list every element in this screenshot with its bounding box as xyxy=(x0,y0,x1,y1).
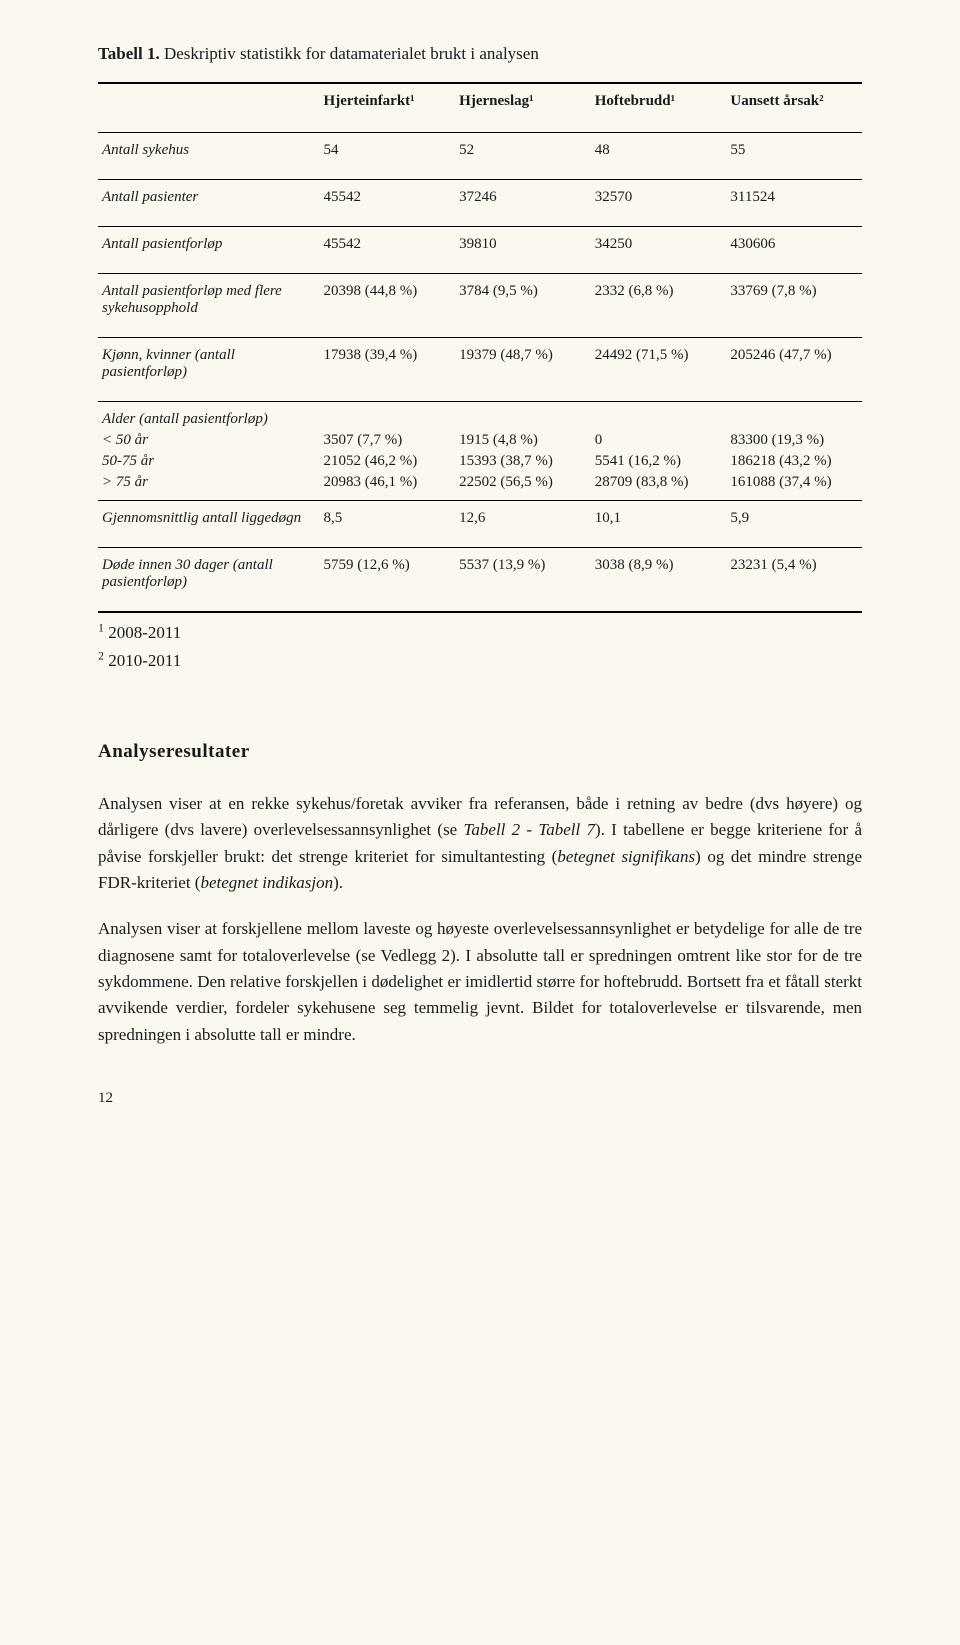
table-row: Kjønn, kvinner (antall pasientforløp) 17… xyxy=(98,338,862,402)
table-row: Antall pasienter 45542 37246 32570 31152… xyxy=(98,180,862,227)
cell: 3507 (7,7 %) xyxy=(320,430,456,451)
caption-bold: Tabell 1. xyxy=(98,44,160,63)
cell: 10,1 xyxy=(591,501,727,548)
section-heading: Analyseresultater xyxy=(98,741,862,763)
page-number: 12 xyxy=(98,1090,862,1107)
cell: 28709 (83,8 %) xyxy=(591,472,727,501)
table-row: Alder (antall pasientforløp) xyxy=(98,402,862,431)
row-label: Antall pasientforløp med flere sykehusop… xyxy=(98,274,320,338)
row-label: Kjønn, kvinner (antall pasientforløp) xyxy=(98,338,320,402)
cell: 161088 (37,4 %) xyxy=(726,472,862,501)
footnote-text: 2008-2011 xyxy=(108,623,181,642)
row-label: Alder (antall pasientforløp) xyxy=(98,402,320,431)
table-header-row: Hjerteinfarkt¹ Hjerneslag¹ Hoftebrudd¹ U… xyxy=(98,83,862,133)
cell: 186218 (43,2 %) xyxy=(726,451,862,472)
cell: 17938 (39,4 %) xyxy=(320,338,456,402)
cell: 48 xyxy=(591,133,727,180)
stats-table: Hjerteinfarkt¹ Hjerneslag¹ Hoftebrudd¹ U… xyxy=(98,82,862,613)
cell: 205246 (47,7 %) xyxy=(726,338,862,402)
paragraph: Analysen viser at forskjellene mellom la… xyxy=(98,916,862,1048)
col-header: Uansett årsak² xyxy=(726,83,862,133)
table-row: 50-75 år 21052 (46,2 %) 15393 (38,7 %) 5… xyxy=(98,451,862,472)
cell: 52 xyxy=(455,133,591,180)
table-row: Antall pasientforløp 45542 39810 34250 4… xyxy=(98,227,862,274)
cell: 3038 (8,9 %) xyxy=(591,548,727,613)
row-label: > 75 år xyxy=(98,472,320,501)
cell: 3784 (9,5 %) xyxy=(455,274,591,338)
cell: 20983 (46,1 %) xyxy=(320,472,456,501)
cell: 55 xyxy=(726,133,862,180)
cell: 32570 xyxy=(591,180,727,227)
cell: 54 xyxy=(320,133,456,180)
cell: 39810 xyxy=(455,227,591,274)
row-label: < 50 år xyxy=(98,430,320,451)
caption-rest: Deskriptiv statistikk for datamaterialet… xyxy=(160,44,539,63)
table-row: Antall sykehus 54 52 48 55 xyxy=(98,133,862,180)
row-label: 50-75 år xyxy=(98,451,320,472)
cell: 45542 xyxy=(320,227,456,274)
footnotes: 1 2008-2011 2 2010-2011 xyxy=(98,623,862,671)
cell: 0 xyxy=(591,430,727,451)
row-label: Antall pasientforløp xyxy=(98,227,320,274)
cell: 2332 (6,8 %) xyxy=(591,274,727,338)
row-label: Døde innen 30 dager (antall pasientforlø… xyxy=(98,548,320,613)
cell: 1915 (4,8 %) xyxy=(455,430,591,451)
table-caption: Tabell 1. Deskriptiv statistikk for data… xyxy=(98,44,862,64)
paragraph: Analysen viser at en rekke sykehus/foret… xyxy=(98,791,862,896)
cell: 33769 (7,8 %) xyxy=(726,274,862,338)
cell: 19379 (48,7 %) xyxy=(455,338,591,402)
footnote: 2 2010-2011 xyxy=(98,651,862,671)
cell: 8,5 xyxy=(320,501,456,548)
cell: 5541 (16,2 %) xyxy=(591,451,727,472)
table-row: Døde innen 30 dager (antall pasientforlø… xyxy=(98,548,862,613)
cell: 45542 xyxy=(320,180,456,227)
col-header: Hoftebrudd¹ xyxy=(591,83,727,133)
table-row: > 75 år 20983 (46,1 %) 22502 (56,5 %) 28… xyxy=(98,472,862,501)
cell: 37246 xyxy=(455,180,591,227)
cell: 430606 xyxy=(726,227,862,274)
cell: 12,6 xyxy=(455,501,591,548)
row-label: Antall sykehus xyxy=(98,133,320,180)
cell: 15393 (38,7 %) xyxy=(455,451,591,472)
cell: 23231 (5,4 %) xyxy=(726,548,862,613)
col-header: Hjerteinfarkt¹ xyxy=(320,83,456,133)
footnote: 1 2008-2011 xyxy=(98,623,862,643)
cell: 5537 (13,9 %) xyxy=(455,548,591,613)
cell: 22502 (56,5 %) xyxy=(455,472,591,501)
cell: 5,9 xyxy=(726,501,862,548)
table-row: Antall pasientforløp med flere sykehusop… xyxy=(98,274,862,338)
cell: 21052 (46,2 %) xyxy=(320,451,456,472)
col-header: Hjerneslag¹ xyxy=(455,83,591,133)
table-row: Gjennomsnittlig antall liggedøgn 8,5 12,… xyxy=(98,501,862,548)
cell: 20398 (44,8 %) xyxy=(320,274,456,338)
body-text: Analysen viser at en rekke sykehus/foret… xyxy=(98,791,862,1048)
footnote-text: 2010-2011 xyxy=(108,651,181,670)
cell: 24492 (71,5 %) xyxy=(591,338,727,402)
table-row: < 50 år 3507 (7,7 %) 1915 (4,8 %) 0 8330… xyxy=(98,430,862,451)
cell: 83300 (19,3 %) xyxy=(726,430,862,451)
row-label: Gjennomsnittlig antall liggedøgn xyxy=(98,501,320,548)
cell: 311524 xyxy=(726,180,862,227)
row-label: Antall pasienter xyxy=(98,180,320,227)
cell: 34250 xyxy=(591,227,727,274)
cell: 5759 (12,6 %) xyxy=(320,548,456,613)
